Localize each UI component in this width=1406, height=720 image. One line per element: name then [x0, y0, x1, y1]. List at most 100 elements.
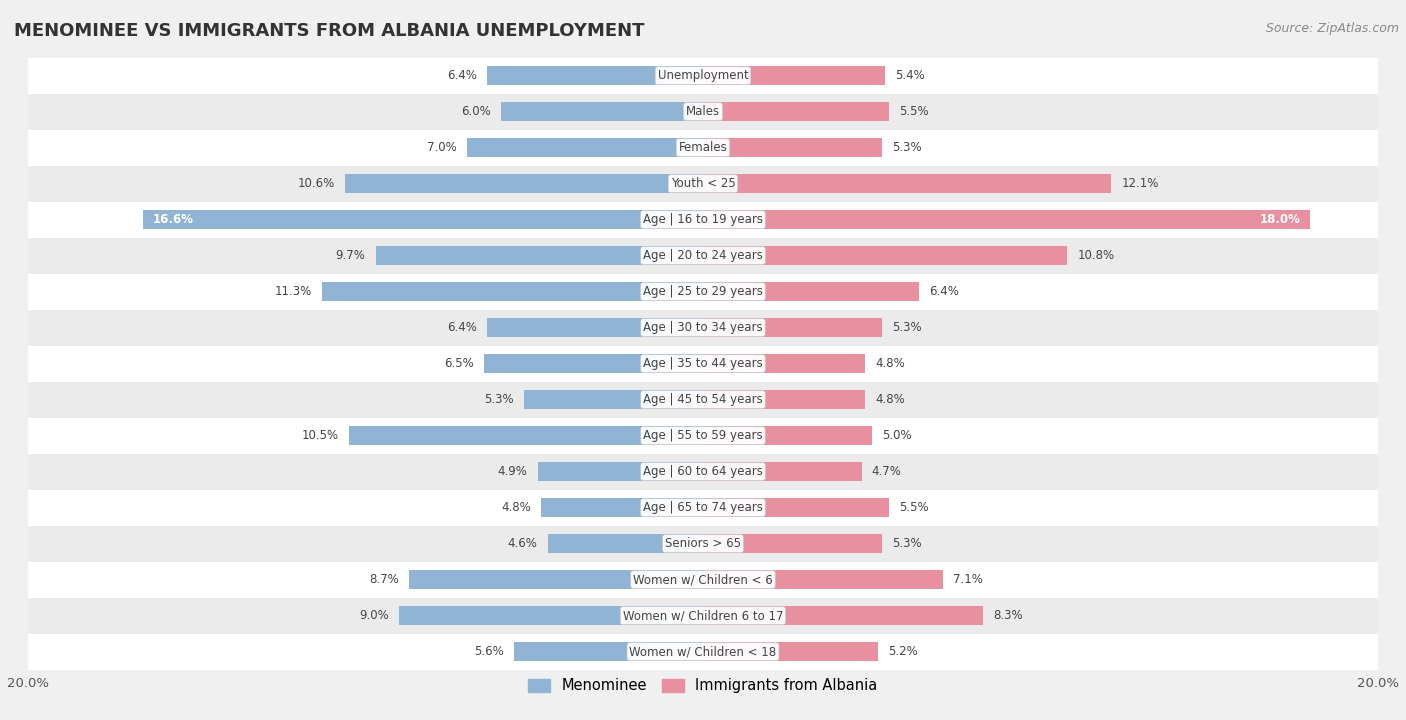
Text: 18.0%: 18.0% [1260, 213, 1301, 226]
Bar [486, 318, 703, 337]
Bar [486, 66, 703, 85]
Bar [409, 570, 703, 589]
Bar [28, 94, 1378, 130]
Bar [28, 58, 1378, 94]
Text: Source: ZipAtlas.com: Source: ZipAtlas.com [1265, 22, 1399, 35]
Text: 8.7%: 8.7% [370, 573, 399, 586]
Text: 5.5%: 5.5% [898, 501, 928, 514]
Bar [524, 390, 703, 409]
Text: 4.7%: 4.7% [872, 465, 901, 478]
Text: 5.2%: 5.2% [889, 645, 918, 658]
Text: 5.6%: 5.6% [474, 645, 503, 658]
Text: Age | 20 to 24 years: Age | 20 to 24 years [643, 249, 763, 262]
Text: 4.8%: 4.8% [875, 357, 905, 370]
Bar [349, 426, 703, 445]
Text: Age | 55 to 59 years: Age | 55 to 59 years [643, 429, 763, 442]
Text: Women w/ Children < 18: Women w/ Children < 18 [630, 645, 776, 658]
Text: 9.7%: 9.7% [336, 249, 366, 262]
Text: 6.4%: 6.4% [447, 69, 477, 82]
Text: 5.3%: 5.3% [891, 537, 921, 550]
Text: 5.0%: 5.0% [882, 429, 911, 442]
Bar [143, 210, 703, 229]
Text: Age | 16 to 19 years: Age | 16 to 19 years [643, 213, 763, 226]
Text: Age | 65 to 74 years: Age | 65 to 74 years [643, 501, 763, 514]
Bar [28, 526, 1378, 562]
Bar [515, 642, 703, 661]
Text: 4.8%: 4.8% [501, 501, 531, 514]
Bar [703, 102, 889, 121]
Text: 5.5%: 5.5% [898, 105, 928, 118]
Text: 7.1%: 7.1% [953, 573, 983, 586]
Bar [28, 202, 1378, 238]
Bar [375, 246, 703, 265]
Bar [484, 354, 703, 373]
Bar [28, 310, 1378, 346]
Text: Age | 25 to 29 years: Age | 25 to 29 years [643, 285, 763, 298]
Text: Males: Males [686, 105, 720, 118]
Bar [703, 210, 1310, 229]
Bar [28, 382, 1378, 418]
Bar [28, 130, 1378, 166]
Text: Women w/ Children < 6: Women w/ Children < 6 [633, 573, 773, 586]
Bar [28, 598, 1378, 634]
Text: MENOMINEE VS IMMIGRANTS FROM ALBANIA UNEMPLOYMENT: MENOMINEE VS IMMIGRANTS FROM ALBANIA UNE… [14, 22, 644, 40]
Bar [28, 562, 1378, 598]
Text: 8.3%: 8.3% [993, 609, 1022, 622]
Text: Women w/ Children 6 to 17: Women w/ Children 6 to 17 [623, 609, 783, 622]
Text: 6.4%: 6.4% [929, 285, 959, 298]
Text: Youth < 25: Youth < 25 [671, 177, 735, 190]
Text: 9.0%: 9.0% [360, 609, 389, 622]
Bar [28, 490, 1378, 526]
Bar [703, 642, 879, 661]
Bar [28, 634, 1378, 670]
Bar [703, 606, 983, 625]
Bar [322, 282, 703, 301]
Text: Age | 30 to 34 years: Age | 30 to 34 years [643, 321, 763, 334]
Text: Unemployment: Unemployment [658, 69, 748, 82]
Text: 6.4%: 6.4% [447, 321, 477, 334]
Text: 7.0%: 7.0% [427, 141, 457, 154]
Text: 4.9%: 4.9% [498, 465, 527, 478]
Bar [537, 462, 703, 481]
Bar [399, 606, 703, 625]
Text: 6.5%: 6.5% [444, 357, 474, 370]
Bar [28, 274, 1378, 310]
Bar [703, 390, 865, 409]
Bar [28, 346, 1378, 382]
Text: 5.3%: 5.3% [891, 321, 921, 334]
Bar [548, 534, 703, 553]
Bar [28, 454, 1378, 490]
Text: 10.8%: 10.8% [1077, 249, 1115, 262]
Bar [703, 534, 882, 553]
Bar [467, 138, 703, 157]
Bar [703, 138, 882, 157]
Text: Age | 35 to 44 years: Age | 35 to 44 years [643, 357, 763, 370]
Text: Seniors > 65: Seniors > 65 [665, 537, 741, 550]
Bar [703, 174, 1111, 193]
Bar [703, 282, 920, 301]
Text: 12.1%: 12.1% [1122, 177, 1159, 190]
Text: 5.3%: 5.3% [891, 141, 921, 154]
Text: 10.6%: 10.6% [298, 177, 335, 190]
Text: Females: Females [679, 141, 727, 154]
Bar [541, 498, 703, 517]
Bar [703, 462, 862, 481]
Bar [703, 318, 882, 337]
Bar [703, 66, 886, 85]
Bar [703, 570, 942, 589]
Text: 6.0%: 6.0% [461, 105, 491, 118]
Text: Age | 60 to 64 years: Age | 60 to 64 years [643, 465, 763, 478]
Text: 4.8%: 4.8% [875, 393, 905, 406]
Bar [703, 246, 1067, 265]
Bar [28, 418, 1378, 454]
Text: 4.6%: 4.6% [508, 537, 537, 550]
Bar [346, 174, 703, 193]
Bar [501, 102, 703, 121]
Bar [703, 426, 872, 445]
Text: 16.6%: 16.6% [153, 213, 194, 226]
Text: 10.5%: 10.5% [301, 429, 339, 442]
Bar [703, 354, 865, 373]
Text: 5.4%: 5.4% [896, 69, 925, 82]
Legend: Menominee, Immigrants from Albania: Menominee, Immigrants from Albania [523, 672, 883, 699]
Text: Age | 45 to 54 years: Age | 45 to 54 years [643, 393, 763, 406]
